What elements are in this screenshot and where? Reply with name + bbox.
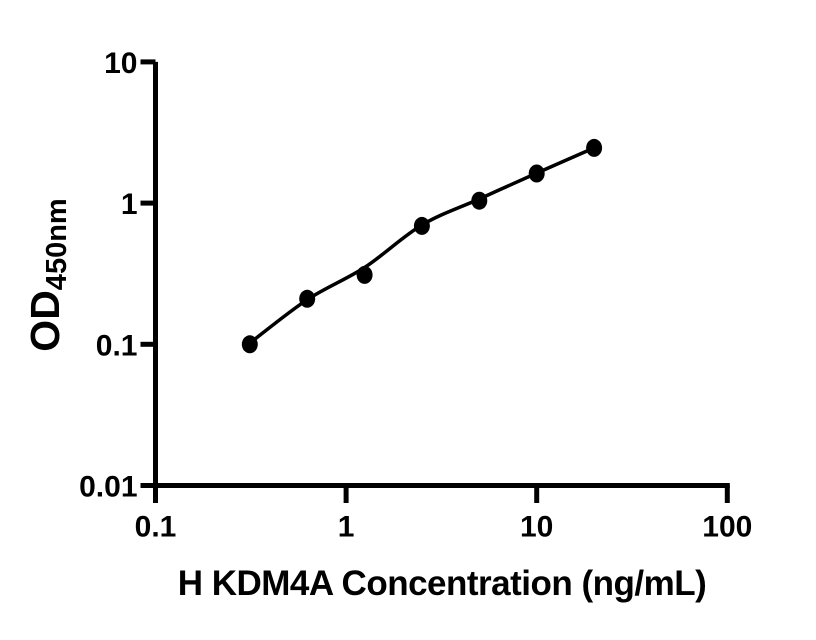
y-tick-label: 0.01 <box>79 471 137 504</box>
data-point-marker <box>413 216 430 235</box>
plot-area: 10 1 0.1 0.01 0.1 1 10 100 <box>79 47 752 544</box>
x-tick-label: 10 <box>520 511 553 544</box>
x-axis-title: H KDM4A Concentration (ng/mL) <box>178 564 707 603</box>
data-point-marker <box>471 191 488 210</box>
y-axis-title: OD450nm <box>22 198 73 351</box>
x-tick-label: 1 <box>338 511 355 544</box>
y-tick-label: 1 <box>121 188 138 221</box>
y-axis-title-sub: 450nm <box>41 198 73 290</box>
x-tick-label: 0.1 <box>135 511 177 544</box>
x-tick-label: 100 <box>702 511 752 544</box>
data-point-marker <box>356 265 373 284</box>
data-point-marker <box>528 164 545 183</box>
data-point-marker <box>586 138 603 157</box>
y-tick-label: 0.1 <box>96 329 138 362</box>
y-tick-label: 10 <box>104 47 137 80</box>
data-point-marker <box>299 289 316 308</box>
data-point-marker <box>241 335 258 354</box>
y-axis-title-main: OD <box>22 290 68 352</box>
